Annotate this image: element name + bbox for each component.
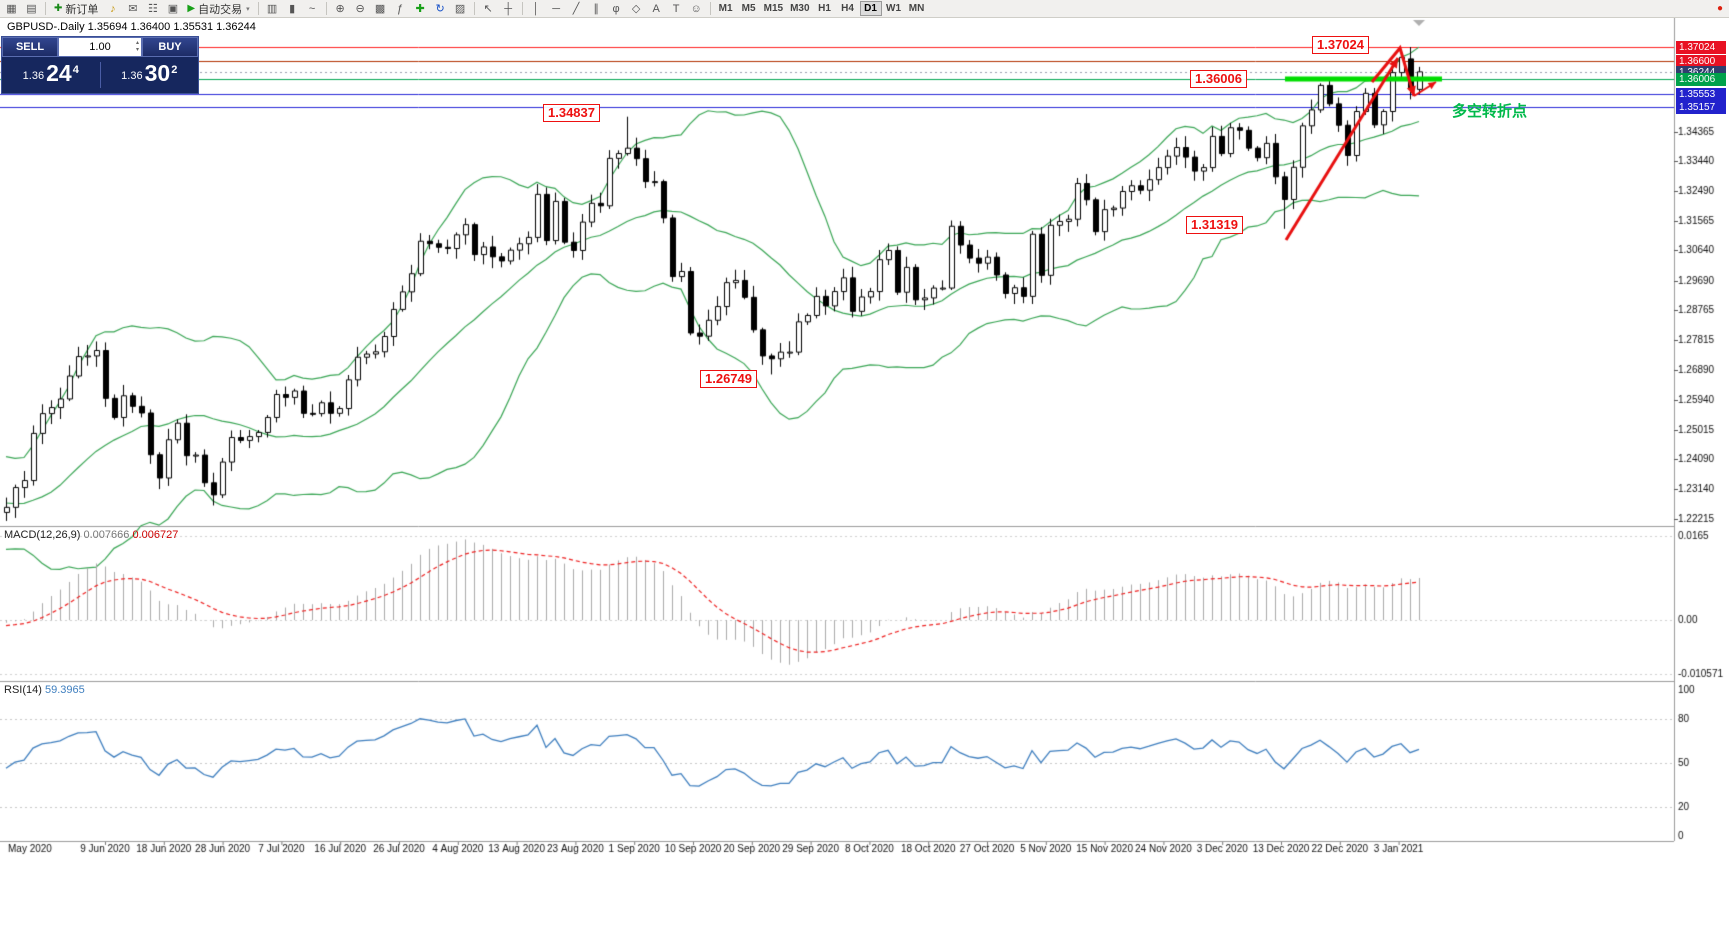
trade-panel-controls: SELL 1.00 ▴ ▾ BUY [2,37,198,57]
toolbar-separator [45,2,46,15]
crosshair-icon[interactable]: ┼ [504,2,512,15]
text-icon[interactable]: A [652,2,660,15]
timeframe-w1[interactable]: W1 [886,3,902,14]
toolbar-separator [325,2,327,15]
macd-value-signal: 0.006727 [132,529,179,541]
chart-ohlc-readout: GBPUSD-.Daily 1.35694 1.36400 1.35531 1.… [7,21,256,33]
zoom-out-icon[interactable]: ⊖ [355,3,365,15]
buy-button[interactable]: BUY [142,37,198,57]
toolbar: ▦ ▤ ✚ 新订单 ♪ ✉ ☷ ▣ ▶ 自动交易 ▾ ▥ ▮ ~ ⊕ ⊖ ▩ ƒ ✚ ↻ ▨ ↖ ┼ │ ─ ╱ ∥ φ ◇ A T ☺ M1 M… [0,0,1729,18]
volume-spinner[interactable]: ▴ ▾ [135,40,139,53]
rsi-indicator-label: RSI(14) 59.3965 [4,684,85,696]
cursor-icon[interactable]: ↖ [483,3,493,15]
timeframe-d1[interactable]: D1 [859,1,882,16]
macd-title: MACD(12,26,9) [4,529,81,541]
axis-price-label: 1.35553 [1676,88,1726,101]
candlestick-chart-icon[interactable]: ▮ [289,3,296,15]
timeframe-m30[interactable]: M30 [790,3,810,14]
toolbar-separator [257,2,259,15]
market-watch-icon[interactable]: ☷ [147,3,158,15]
data-window-icon[interactable]: ▣ [167,3,179,15]
autotrade-button[interactable]: ▶ 自动交易 ▾ [183,1,253,17]
ask-prefix: 1.36 [121,69,143,82]
price-callout: 1.34837 [543,104,600,122]
autotrade-button-label: 自动交易 [198,3,243,16]
new-order-button-icon: ✚ [54,3,63,14]
timeframe-m15[interactable]: M15 [763,3,784,14]
price-divider [99,62,101,88]
price-callout: 1.31319 [1186,216,1243,234]
new-order-button-label: 新订单 [65,3,99,16]
indicators-icon[interactable]: ƒ [397,2,404,15]
annotation-note: 多空转折点 [1452,103,1528,120]
axis-price-label: 1.35157 [1676,101,1726,114]
axis-price-label: 1.36006 [1676,73,1726,86]
trade-panel-prices: 1.36 24 4 1.36 30 2 [2,57,198,93]
macd-value-main: 0.007666 [83,529,130,541]
bid-price[interactable]: 1.36 24 4 [2,59,100,89]
rsi-value: 59.3965 [44,684,85,696]
vertical-line-icon[interactable]: │ [532,2,540,15]
toolbar-separator [473,2,475,15]
equidistant-channel-icon[interactable]: ∥ [593,3,599,15]
bar-chart-icon[interactable]: ▥ [266,3,278,15]
timeframe-h4[interactable]: H4 [841,3,854,14]
axis-price-label: 1.37024 [1676,41,1726,54]
ask-price[interactable]: 1.36 30 2 [101,59,199,89]
templates-icon[interactable]: ▨ [454,3,466,15]
bid-pip: 4 [72,63,79,76]
volume-value: 1.00 [89,41,111,53]
axis-price-label: 1.36600 [1676,55,1726,68]
one-click-trade-panel: SELL 1.00 ▴ ▾ BUY 1.36 24 4 1.36 30 2 [1,36,199,94]
bid-main: 24 [46,59,72,86]
price-callout: 1.26749 [700,370,757,388]
new-chart-icon[interactable]: ▦ [6,3,17,15]
macd-indicator-label: MACD(12,26,9) 0.007666 0.006727 [4,529,178,541]
dropdown-caret-icon[interactable]: ▾ [246,5,250,13]
alerts-icon[interactable]: ♪ [110,2,116,15]
bid-prefix: 1.36 [22,69,45,82]
price-callout: 1.37024 [1312,36,1369,54]
volume-field[interactable]: 1.00 ▴ ▾ [58,37,142,57]
price-callout: 1.36006 [1190,70,1247,88]
timeframe-mn[interactable]: MN [908,3,925,14]
toolbar-separator [709,2,711,15]
ask-main: 30 [144,59,171,86]
sell-button[interactable]: SELL [2,37,58,57]
refresh-icon[interactable]: ↻ [435,3,445,15]
autotrade-button-icon: ▶ [187,3,196,14]
line-chart-icon[interactable]: ~ [308,2,316,15]
timeframe-m1[interactable]: M1 [718,3,733,14]
notifications-icon[interactable]: ● [1716,3,1723,14]
new-order-button[interactable]: ✚ 新订单 [50,1,102,17]
tile-windows-icon[interactable]: ▩ [374,3,386,15]
chart-profiles-icon[interactable]: ▤ [26,3,37,15]
horizontal-line-icon[interactable]: ─ [552,2,560,15]
rsi-title: RSI(14) [4,684,42,696]
toolbar-separator [521,2,523,15]
timeframe-h1[interactable]: H1 [818,3,831,14]
ask-pip: 2 [171,63,178,76]
zoom-in-icon[interactable]: ⊕ [335,3,345,15]
fibonacci-icon[interactable]: φ [612,2,620,15]
trendline-icon[interactable]: ╱ [572,3,580,15]
text-label-icon[interactable]: T [672,2,680,15]
timeframe-m5[interactable]: M5 [741,3,756,14]
arrows-icon[interactable]: ☺ [690,2,702,15]
shapes-icon[interactable]: ◇ [631,3,641,15]
mail-icon[interactable]: ✉ [128,3,138,15]
add-indicator-icon[interactable]: ✚ [415,3,425,15]
